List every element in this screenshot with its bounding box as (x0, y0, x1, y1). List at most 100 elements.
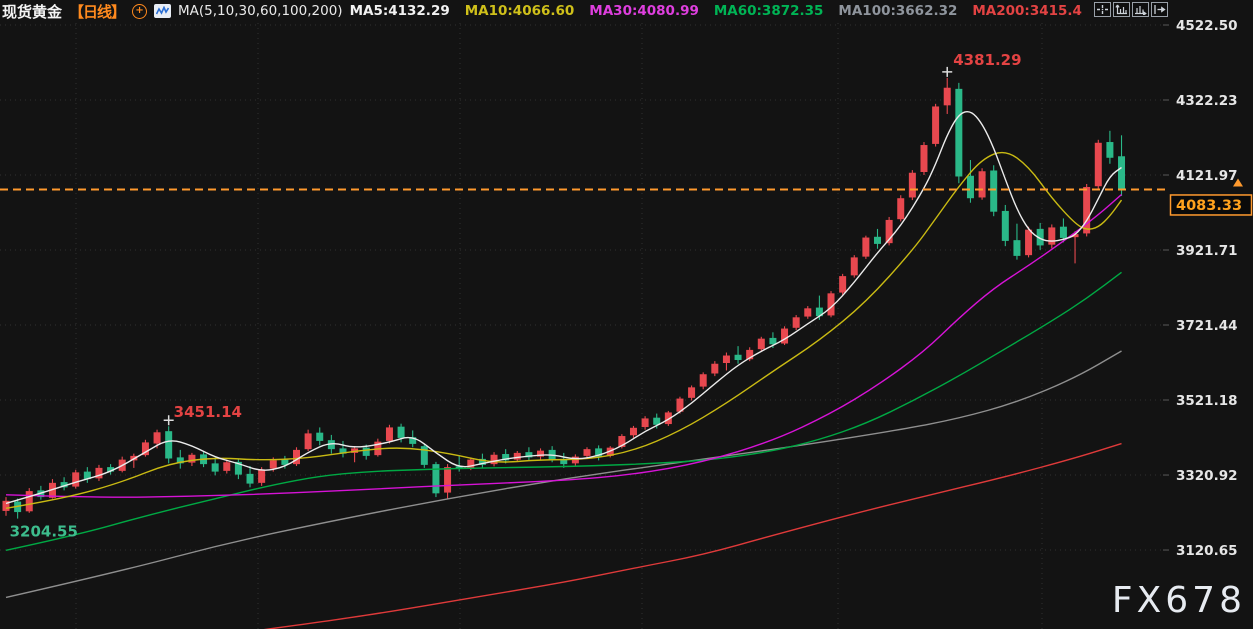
candle (385, 427, 393, 441)
candle (258, 469, 266, 483)
candle (676, 398, 684, 412)
candle (327, 440, 335, 450)
candle (48, 482, 56, 498)
ma-value-3: MA60:3872.35 (713, 3, 824, 19)
price-annotation: 3204.55 (10, 523, 78, 541)
candle (72, 472, 80, 487)
candle (1025, 229, 1033, 256)
y-axis-label: 3921.71 (1176, 243, 1238, 259)
candle (897, 198, 905, 220)
candle (560, 458, 568, 465)
candle (990, 170, 998, 212)
candle (478, 458, 486, 465)
candle (618, 436, 626, 447)
candle (176, 457, 184, 464)
y-axis-label: 4121.97 (1176, 168, 1238, 184)
candle (978, 171, 986, 198)
candle (60, 482, 68, 488)
fit-scale-right-icon[interactable] (1132, 2, 1149, 17)
candle (83, 471, 91, 480)
candle (95, 467, 103, 479)
ma-value-5: MA200:3415.4 (972, 3, 1082, 19)
candle (234, 461, 242, 475)
shift-right-icon[interactable] (1151, 2, 1168, 17)
candle (641, 418, 649, 428)
ma-formula-label: MA(5,10,30,60,100,200) (178, 3, 343, 19)
candle (107, 467, 115, 472)
candle (153, 432, 161, 444)
candle (490, 454, 498, 465)
candle (409, 437, 417, 444)
price-arrow-icon (1233, 178, 1243, 187)
price-annotation: 3451.14 (174, 403, 242, 421)
ma-layer (5, 110, 1123, 629)
y-axis-label: 3721.44 (1176, 318, 1238, 334)
price-annotation: 4381.29 (953, 51, 1021, 69)
candle (629, 427, 637, 436)
candle (362, 447, 370, 456)
candle (885, 219, 893, 244)
fit-scale-left-icon[interactable] (1113, 2, 1130, 17)
candle (351, 448, 359, 453)
current-price-badge: 4083.33 (1169, 194, 1253, 216)
candle (757, 338, 765, 350)
ma-value-1: MA10:4066.60 (464, 3, 575, 19)
ma-line-MA10 (5, 151, 1123, 510)
candle (1048, 227, 1056, 245)
candle (223, 462, 231, 471)
ma-value-0: MA5:4132.29 (349, 3, 450, 19)
candle (769, 337, 777, 345)
svg-text:4083.33: 4083.33 (1176, 198, 1242, 214)
candle (1013, 240, 1021, 256)
candle (165, 431, 173, 459)
candle (850, 257, 858, 276)
candle (722, 355, 730, 364)
candle (932, 106, 940, 144)
candle (653, 417, 661, 425)
candle (746, 349, 754, 360)
timeframe-label: 【日线】 (69, 2, 126, 21)
candle (1094, 142, 1102, 187)
candle (293, 449, 300, 465)
candle (1118, 156, 1126, 190)
candle (420, 446, 428, 465)
add-indicator-icon[interactable]: + (132, 3, 148, 19)
crosshair-pan-icon[interactable] (1094, 2, 1111, 17)
candle (583, 449, 591, 456)
ma-values: MA5:4132.29 MA10:4066.60 MA30:4080.99 MA60:… (350, 3, 1082, 19)
y-axis-label: 4522.50 (1176, 18, 1238, 34)
candle (339, 448, 347, 454)
candle (943, 87, 951, 106)
candle (734, 354, 742, 361)
candle (525, 452, 533, 458)
y-axis-label: 3320.92 (1176, 468, 1238, 484)
candle (920, 145, 928, 172)
ma-value-4: MA100:3662.32 (838, 3, 958, 19)
candle (1106, 142, 1114, 158)
grid-layer (0, 23, 1168, 629)
chart-logo-icon (154, 4, 172, 18)
candle (874, 236, 881, 244)
candle (211, 463, 219, 472)
y-axis-label: 3120.65 (1176, 543, 1238, 559)
candle (862, 237, 870, 257)
candle (2, 500, 10, 511)
candle (966, 175, 974, 199)
candle (711, 363, 719, 374)
candle (141, 442, 149, 456)
candle (1001, 210, 1009, 241)
chart-toolbar (1094, 2, 1168, 17)
candle (502, 454, 510, 461)
candle (827, 293, 835, 316)
candle-layer (2, 77, 1126, 519)
current-price-line (0, 178, 1243, 191)
candle (781, 328, 789, 344)
y-axis-label: 3521.18 (1176, 393, 1238, 409)
candle (188, 454, 196, 463)
watermark: FX678 (1112, 580, 1246, 621)
candle (397, 426, 405, 438)
candle (1071, 234, 1079, 238)
ma-line-MA60 (5, 271, 1122, 551)
candle (269, 460, 277, 469)
